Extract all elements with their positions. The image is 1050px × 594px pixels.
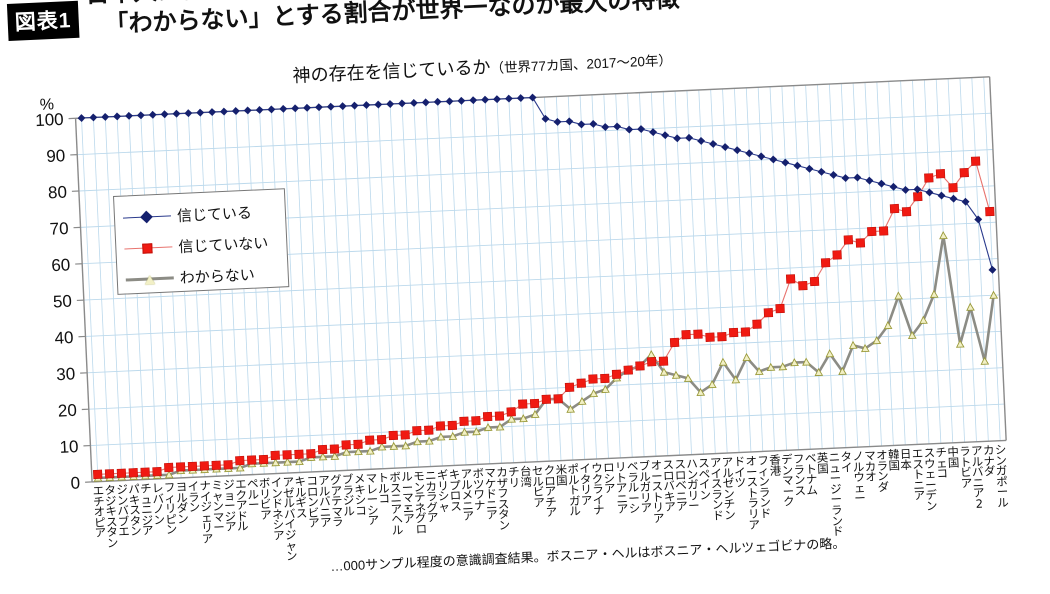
- data-point-not-believe: [401, 431, 410, 440]
- data-point-not-believe: [365, 436, 374, 445]
- data-point-not-believe: [879, 227, 888, 236]
- data-point-not-believe: [659, 357, 668, 366]
- data-point-not-believe: [718, 332, 727, 341]
- data-point-not-believe: [271, 451, 280, 460]
- data-point-not-believe: [164, 463, 173, 472]
- data-point-not-believe: [844, 235, 853, 244]
- y-axis-tick-label: 30: [56, 364, 76, 384]
- data-point-not-believe: [472, 416, 481, 425]
- data-point-not-believe: [971, 157, 980, 166]
- data-point-not-believe: [176, 463, 185, 472]
- data-point-not-believe: [960, 168, 969, 177]
- chart-legend: 信じている 信じていない わからない: [113, 188, 289, 295]
- data-point-not-believe: [612, 370, 621, 379]
- data-point-not-believe: [554, 394, 563, 403]
- y-axis-unit-label: %: [39, 96, 54, 114]
- data-point-not-believe: [105, 469, 114, 478]
- data-point-not-believe: [833, 251, 842, 260]
- data-point-not-believe: [821, 258, 830, 267]
- data-point-not-believe: [117, 469, 126, 478]
- data-point-not-believe: [448, 421, 457, 430]
- y-axis-tick-label: 70: [49, 219, 69, 239]
- data-point-not-believe: [798, 281, 807, 290]
- data-point-not-believe: [389, 431, 398, 440]
- data-point-not-believe: [212, 461, 221, 470]
- data-point-not-believe: [413, 426, 422, 435]
- y-axis-tick-label: 50: [53, 292, 73, 312]
- data-point-not-believe: [985, 207, 994, 216]
- data-point-not-believe: [924, 174, 933, 183]
- data-point-not-believe: [436, 422, 445, 431]
- data-point-not-believe: [786, 275, 795, 284]
- data-point-not-believe: [507, 407, 516, 416]
- legend-label-dont-know: わからない: [179, 264, 255, 288]
- data-point-not-believe: [810, 277, 819, 286]
- data-point-not-believe: [518, 400, 527, 409]
- data-point-not-believe: [867, 227, 876, 236]
- data-point-not-believe: [330, 445, 339, 454]
- legend-marker-square-icon: [124, 240, 173, 256]
- data-point-not-believe: [565, 383, 574, 392]
- figure-badge: 図表1: [7, 1, 79, 41]
- data-point-not-believe: [295, 450, 304, 459]
- data-point-not-believe: [342, 440, 351, 449]
- data-point-not-believe: [129, 468, 138, 477]
- legend-marker-triangle-icon: [126, 271, 175, 287]
- y-axis-tick-label: 90: [46, 146, 66, 166]
- data-point-not-believe: [694, 330, 703, 339]
- data-point-not-believe: [682, 330, 691, 339]
- data-point-not-believe: [741, 328, 750, 337]
- data-point-not-believe: [647, 357, 656, 366]
- y-axis-tick-label: 20: [57, 401, 77, 421]
- data-point-not-believe: [235, 456, 244, 465]
- data-point-not-believe: [306, 449, 315, 458]
- y-axis-tick-label: 60: [51, 255, 71, 275]
- data-point-not-believe: [93, 470, 102, 479]
- data-point-not-believe: [247, 456, 256, 465]
- data-point-not-believe: [530, 399, 539, 408]
- data-point-not-believe: [589, 375, 598, 384]
- data-point-not-believe: [902, 207, 911, 216]
- legend-marker-diamond-icon: [123, 209, 172, 225]
- data-point-not-believe: [259, 455, 268, 464]
- data-point-not-believe: [776, 304, 785, 313]
- data-point-not-believe: [753, 320, 762, 329]
- y-axis-tick-label: 0: [70, 473, 80, 492]
- data-point-not-believe: [283, 450, 292, 459]
- data-point-not-believe: [856, 239, 865, 248]
- data-point-not-believe: [949, 183, 958, 192]
- data-point-not-believe: [936, 169, 945, 178]
- data-point-not-believe: [354, 440, 363, 449]
- y-axis-tick-label: 40: [54, 328, 74, 348]
- data-point-not-believe: [729, 328, 738, 337]
- data-point-not-believe: [542, 395, 551, 404]
- data-point-not-believe: [577, 379, 586, 388]
- data-point-not-believe: [913, 192, 922, 201]
- data-point-not-believe: [624, 366, 633, 375]
- data-point-not-believe: [483, 412, 492, 421]
- data-point-not-believe: [495, 412, 504, 421]
- data-point-not-believe: [188, 462, 197, 471]
- legend-label-believe: 信じている: [176, 202, 252, 226]
- legend-label-not-believe: 信じていない: [178, 232, 269, 257]
- data-point-not-believe: [153, 467, 162, 476]
- data-point-not-believe: [670, 338, 679, 347]
- data-point-not-believe: [764, 308, 773, 317]
- y-axis-tick-label: 10: [59, 437, 79, 457]
- data-point-not-believe: [141, 468, 150, 477]
- data-point-not-believe: [200, 461, 209, 470]
- y-axis-tick-label: 80: [48, 183, 68, 203]
- data-point-not-believe: [890, 204, 899, 213]
- data-point-not-believe: [424, 426, 433, 435]
- data-point-not-believe: [460, 417, 469, 426]
- data-point-not-believe: [377, 435, 386, 444]
- data-point-not-believe: [706, 333, 715, 342]
- data-point-not-believe: [600, 374, 609, 383]
- data-point-not-believe: [224, 460, 233, 469]
- data-point-not-believe: [318, 445, 327, 454]
- data-point-not-believe: [636, 362, 645, 371]
